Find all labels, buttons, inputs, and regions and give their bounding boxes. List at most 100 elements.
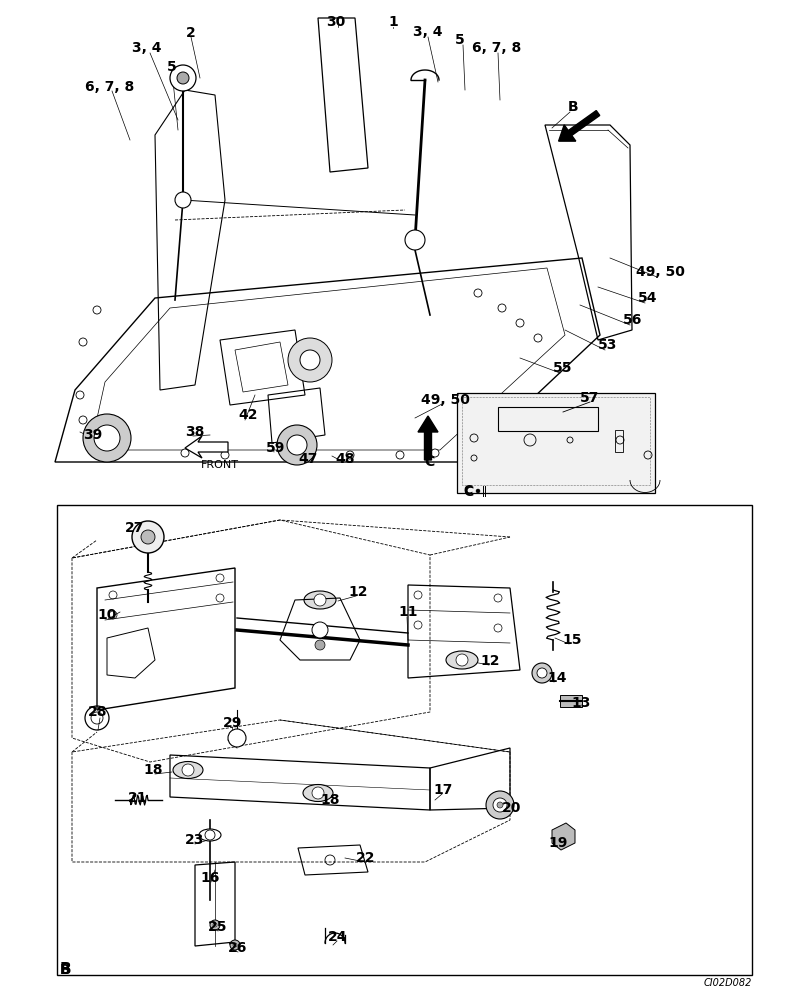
Circle shape: [76, 391, 84, 399]
Circle shape: [312, 787, 324, 799]
Circle shape: [396, 451, 404, 459]
Circle shape: [175, 192, 191, 208]
Text: 6, 7, 8: 6, 7, 8: [473, 41, 522, 55]
Circle shape: [230, 940, 240, 950]
FancyArrow shape: [558, 111, 600, 141]
Ellipse shape: [303, 784, 333, 802]
Circle shape: [532, 663, 552, 683]
Circle shape: [312, 622, 328, 638]
Circle shape: [516, 319, 524, 327]
Circle shape: [314, 594, 326, 606]
Bar: [57, 505, 752, 975]
Circle shape: [177, 72, 189, 84]
FancyArrow shape: [418, 416, 438, 460]
Text: 11: 11: [398, 605, 418, 619]
Text: 1: 1: [388, 15, 398, 29]
Circle shape: [79, 416, 87, 424]
Bar: [560, 695, 582, 707]
Circle shape: [486, 791, 514, 819]
Bar: [462, 397, 650, 485]
Text: 12: 12: [348, 585, 368, 599]
Text: 13: 13: [571, 696, 591, 710]
Circle shape: [233, 943, 237, 947]
Circle shape: [456, 654, 468, 666]
Ellipse shape: [173, 762, 203, 778]
Text: 55: 55: [553, 361, 573, 375]
Text: 21: 21: [128, 791, 148, 805]
Text: C: C: [463, 485, 473, 499]
Circle shape: [221, 451, 229, 459]
Circle shape: [277, 425, 317, 465]
Text: 39: 39: [83, 428, 103, 442]
Text: 18: 18: [320, 793, 339, 807]
Text: 30: 30: [326, 15, 346, 29]
Circle shape: [405, 230, 425, 250]
Text: 14: 14: [547, 671, 566, 685]
Bar: [498, 407, 598, 431]
Text: 56: 56: [623, 313, 642, 327]
Text: 18: 18: [143, 763, 162, 777]
Text: 5: 5: [455, 33, 465, 47]
Text: 6, 7, 8: 6, 7, 8: [86, 80, 135, 94]
Text: 20: 20: [503, 801, 522, 815]
Circle shape: [474, 289, 482, 297]
Text: 54: 54: [638, 291, 658, 305]
Text: 12: 12: [480, 654, 500, 668]
Ellipse shape: [304, 591, 336, 609]
Circle shape: [497, 802, 503, 808]
Circle shape: [498, 304, 506, 312]
Polygon shape: [185, 436, 228, 458]
Text: 3, 4: 3, 4: [413, 25, 443, 39]
Circle shape: [83, 414, 131, 462]
Text: C: C: [424, 455, 434, 469]
Text: 22: 22: [356, 851, 376, 865]
Text: 5: 5: [167, 60, 177, 74]
Text: 27: 27: [125, 521, 145, 535]
Circle shape: [213, 923, 217, 927]
Circle shape: [181, 449, 189, 457]
Text: C: C: [464, 485, 473, 497]
Circle shape: [132, 521, 164, 553]
Circle shape: [537, 668, 547, 678]
Text: 26: 26: [229, 941, 248, 955]
Circle shape: [141, 530, 155, 544]
Bar: [457, 393, 655, 493]
Circle shape: [79, 338, 87, 346]
Text: CI02D082: CI02D082: [704, 978, 752, 988]
Circle shape: [534, 334, 542, 342]
Circle shape: [346, 451, 354, 459]
Text: 47: 47: [298, 452, 318, 466]
Text: 24: 24: [328, 930, 347, 944]
Circle shape: [210, 920, 220, 930]
Text: 29: 29: [223, 716, 242, 730]
Circle shape: [287, 435, 307, 455]
Circle shape: [493, 798, 507, 812]
Circle shape: [431, 449, 439, 457]
Text: 23: 23: [185, 833, 204, 847]
Text: FRONT: FRONT: [201, 460, 239, 470]
Circle shape: [300, 350, 320, 370]
Polygon shape: [552, 823, 575, 850]
Text: 25: 25: [208, 920, 228, 934]
Circle shape: [182, 764, 194, 776]
Text: 49, 50: 49, 50: [636, 265, 684, 279]
Circle shape: [315, 640, 325, 650]
Text: 2: 2: [186, 26, 196, 40]
Circle shape: [93, 306, 101, 314]
Circle shape: [228, 729, 246, 747]
Text: 53: 53: [598, 338, 617, 352]
Text: B: B: [60, 963, 70, 977]
Text: 59: 59: [267, 441, 286, 455]
Text: 19: 19: [549, 836, 568, 850]
Ellipse shape: [199, 829, 221, 841]
Text: 16: 16: [200, 871, 220, 885]
Text: B: B: [568, 100, 579, 114]
Text: 28: 28: [88, 705, 107, 719]
Text: 38: 38: [185, 425, 204, 439]
Text: 48: 48: [335, 452, 355, 466]
Text: 3, 4: 3, 4: [133, 41, 162, 55]
Text: 42: 42: [238, 408, 258, 422]
Circle shape: [288, 338, 332, 382]
Text: 49, 50: 49, 50: [420, 393, 469, 407]
Bar: [615, 430, 623, 452]
